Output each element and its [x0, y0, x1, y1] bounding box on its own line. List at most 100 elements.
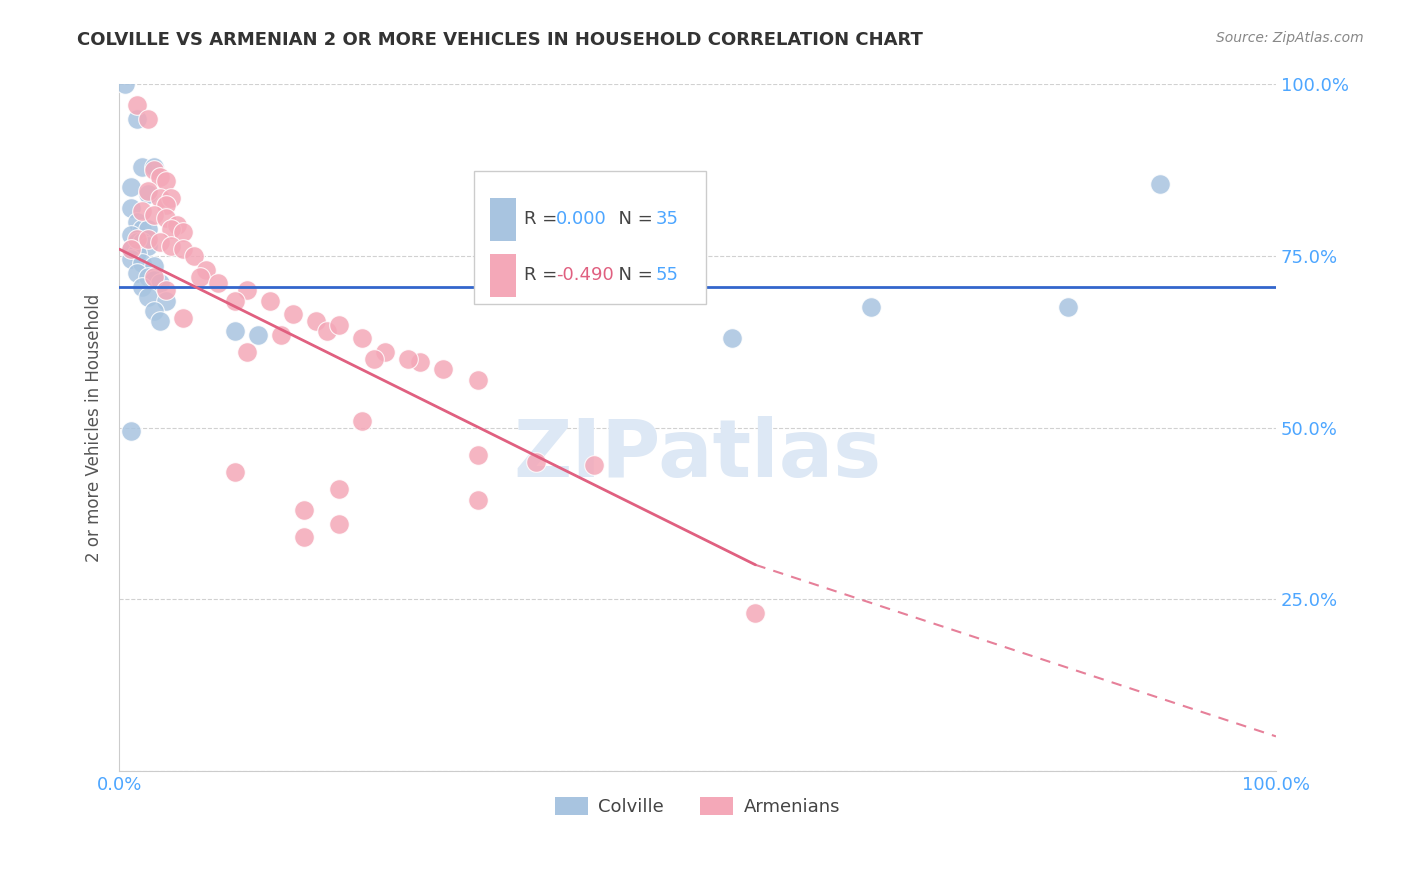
Point [149, 277, 172, 291]
Point [155, 197, 177, 211]
Point [143, 260, 166, 274]
Point [120, 424, 142, 438]
Point [1149, 177, 1171, 191]
Point [224, 325, 246, 339]
Point [136, 290, 159, 304]
Point [125, 215, 148, 229]
Point [744, 606, 766, 620]
Point [467, 372, 489, 386]
Text: 35: 35 [655, 210, 678, 228]
Point [328, 483, 350, 497]
Point [316, 325, 339, 339]
Point [467, 492, 489, 507]
Point [1056, 301, 1078, 315]
Text: Source: ZipAtlas.com: Source: ZipAtlas.com [1216, 31, 1364, 45]
Text: 55: 55 [655, 266, 678, 284]
Text: N =: N = [607, 210, 659, 228]
Point [136, 112, 159, 126]
Point [409, 355, 432, 369]
Y-axis label: 2 or more Vehicles in Household: 2 or more Vehicles in Household [86, 293, 103, 562]
Point [860, 301, 883, 315]
Point [149, 191, 172, 205]
Point [125, 235, 148, 250]
Point [524, 455, 547, 469]
Text: -0.490: -0.490 [555, 266, 614, 284]
Point [352, 414, 374, 428]
Point [120, 242, 142, 256]
Point [352, 331, 374, 345]
Point [224, 293, 246, 308]
Point [120, 252, 142, 267]
Point [721, 331, 744, 345]
Point [207, 277, 229, 291]
Point [155, 173, 177, 187]
Point [166, 218, 188, 232]
Point [467, 448, 489, 462]
Point [143, 269, 166, 284]
Point [136, 221, 159, 235]
Point [143, 273, 166, 287]
Point [120, 228, 142, 243]
Point [195, 262, 218, 277]
Point [188, 269, 211, 284]
Point [120, 201, 142, 215]
Point [582, 458, 605, 473]
Point [125, 112, 148, 126]
Point [328, 516, 350, 531]
Point [172, 225, 194, 239]
Point [363, 351, 385, 366]
Point [292, 503, 315, 517]
Point [143, 163, 166, 178]
Point [270, 327, 292, 342]
Text: R =: R = [524, 266, 564, 284]
Point [131, 235, 153, 250]
Point [292, 530, 315, 544]
Point [259, 293, 281, 308]
Point [172, 242, 194, 256]
Point [155, 211, 177, 226]
Point [160, 238, 183, 252]
Text: R =: R = [524, 210, 564, 228]
Text: N =: N = [607, 266, 659, 284]
Point [136, 238, 159, 252]
Point [136, 232, 159, 246]
Point [125, 245, 148, 260]
Point [125, 266, 148, 280]
Point [143, 208, 166, 222]
Point [131, 160, 153, 174]
Point [155, 283, 177, 297]
Point [143, 160, 166, 174]
Point [160, 191, 183, 205]
Point [235, 283, 257, 297]
Point [235, 345, 257, 359]
Point [328, 318, 350, 332]
Point [183, 249, 205, 263]
Point [149, 235, 172, 250]
Point [149, 314, 172, 328]
Point [131, 204, 153, 219]
Text: COLVILLE VS ARMENIAN 2 OR MORE VEHICLES IN HOUSEHOLD CORRELATION CHART: COLVILLE VS ARMENIAN 2 OR MORE VEHICLES … [77, 31, 924, 49]
Point [374, 345, 396, 359]
Point [125, 98, 148, 112]
Point [120, 242, 142, 256]
Point [120, 180, 142, 194]
Point [224, 465, 246, 479]
Legend: Colville, Armenians: Colville, Armenians [548, 789, 848, 823]
Point [398, 351, 420, 366]
Point [136, 187, 159, 202]
Point [247, 327, 270, 342]
Point [131, 256, 153, 270]
Point [160, 221, 183, 235]
Point [114, 78, 136, 92]
Point [125, 232, 148, 246]
Point [172, 310, 194, 325]
Point [155, 293, 177, 308]
Point [432, 362, 454, 376]
Point [131, 280, 153, 294]
Point [136, 184, 159, 198]
Point [305, 314, 328, 328]
Text: 0.000: 0.000 [555, 210, 607, 228]
Point [149, 170, 172, 185]
Point [281, 307, 304, 321]
Point [143, 304, 166, 318]
